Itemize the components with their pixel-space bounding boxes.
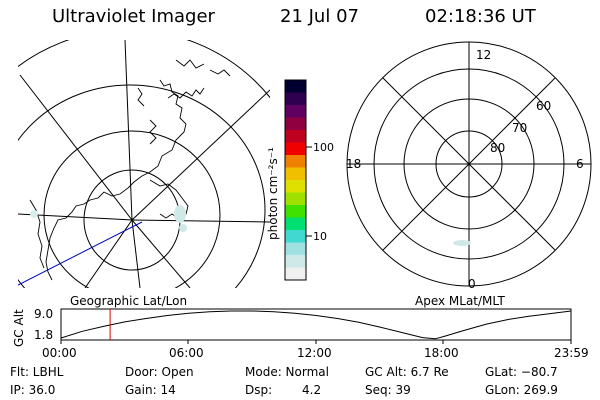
aurora-emission <box>453 240 471 246</box>
colorbar-segment <box>285 80 306 93</box>
status-ip: IP: 36.0 <box>10 383 55 397</box>
colorbar-segment <box>285 155 306 168</box>
status-panel: Flt: LBHL Door: Open Mode: Normal GC Alt… <box>10 365 558 397</box>
status-door: Door: Open <box>125 365 194 379</box>
colorbar-tick-label: 100 <box>313 141 334 154</box>
orbit-timeline <box>60 308 572 344</box>
mlat-label-60: 60 <box>536 99 551 113</box>
coastline <box>29 59 231 281</box>
mlat-label-70: 70 <box>512 121 527 135</box>
geographic-map <box>18 40 270 288</box>
terminator-line <box>18 221 143 286</box>
aurora-emission <box>174 205 186 223</box>
colorbar-segment <box>285 180 306 193</box>
colorbar-segment <box>285 205 306 218</box>
colorbar-segment <box>285 242 306 256</box>
status-dsp-value: 4.2 <box>302 383 321 397</box>
aurora-emission <box>30 210 38 218</box>
timeline-ytick-bottom: 1.8 <box>34 328 53 342</box>
colorbar-unit-label: photon cm⁻²s⁻¹ <box>266 147 280 240</box>
colorbar-segment <box>285 217 306 231</box>
meridian-line <box>131 219 191 288</box>
colorbar-segment <box>285 255 306 268</box>
colorbar-segment <box>285 192 306 206</box>
colorbar-segment <box>285 130 306 143</box>
timeline-xtick: 00:00 <box>42 346 77 360</box>
meridian-line <box>124 40 133 221</box>
mlt-label-18: 18 <box>346 157 361 171</box>
colorbar-segment <box>285 105 306 118</box>
meridian-line <box>131 219 141 288</box>
left-panel-label: Geographic Lat/Lon <box>70 294 187 308</box>
colorbar-tick-label: 10 <box>313 230 327 243</box>
colorbar-segment <box>285 117 306 131</box>
timeline-ytick-top: 9.0 <box>34 307 53 321</box>
colorbar <box>284 79 312 281</box>
mlat-label-80: 80 <box>490 141 505 155</box>
colorbar-segment <box>285 230 306 243</box>
date-title: 21 Jul 07 <box>280 6 359 27</box>
status-glat: GLat: −80.7 <box>485 365 558 379</box>
meridian-line <box>19 74 133 221</box>
time-title: 02:18:36 UT <box>425 6 536 27</box>
status-dsp-label: Dsp: <box>245 383 272 397</box>
colorbar-segment <box>285 167 306 181</box>
timeline-ylabel: GC Alt <box>12 309 26 347</box>
aurora-emission <box>179 224 187 232</box>
timeline-xtick: 12:00 <box>297 346 332 360</box>
meridian-line <box>131 219 270 223</box>
status-glon: GLon: 269.9 <box>485 383 558 397</box>
latitude-circle <box>18 84 266 288</box>
status-mode: Mode: Normal <box>245 365 329 379</box>
polar-plot <box>346 41 592 287</box>
status-seq: Seq: 39 <box>365 383 411 397</box>
right-panel-label: Apex MLat/MLT <box>415 294 505 308</box>
mlt-label-12: 12 <box>476 48 491 62</box>
status-gc-alt: GC Alt: 6.7 Re <box>365 365 449 379</box>
instrument-title: Ultraviolet Imager <box>52 6 215 27</box>
timeline-frame <box>60 308 572 341</box>
meridian-line <box>131 89 270 221</box>
colorbar-segment <box>285 142 306 156</box>
colorbar-frame <box>284 79 307 281</box>
colorbar-segment <box>285 92 306 106</box>
timeline-xtick: 18:00 <box>424 346 459 360</box>
mlt-line <box>382 77 556 251</box>
colorbar-segment <box>285 267 306 281</box>
status-gain: Gain: 14 <box>125 383 176 397</box>
status-filter: Flt: LBHL <box>10 365 64 379</box>
timeline-xtick: 23:59 <box>554 346 589 360</box>
mlt-label-6: 6 <box>576 157 584 171</box>
altitude-curve <box>60 310 572 340</box>
timeline-xtick: 06:00 <box>169 346 204 360</box>
mlt-label-0: 0 <box>468 277 476 291</box>
